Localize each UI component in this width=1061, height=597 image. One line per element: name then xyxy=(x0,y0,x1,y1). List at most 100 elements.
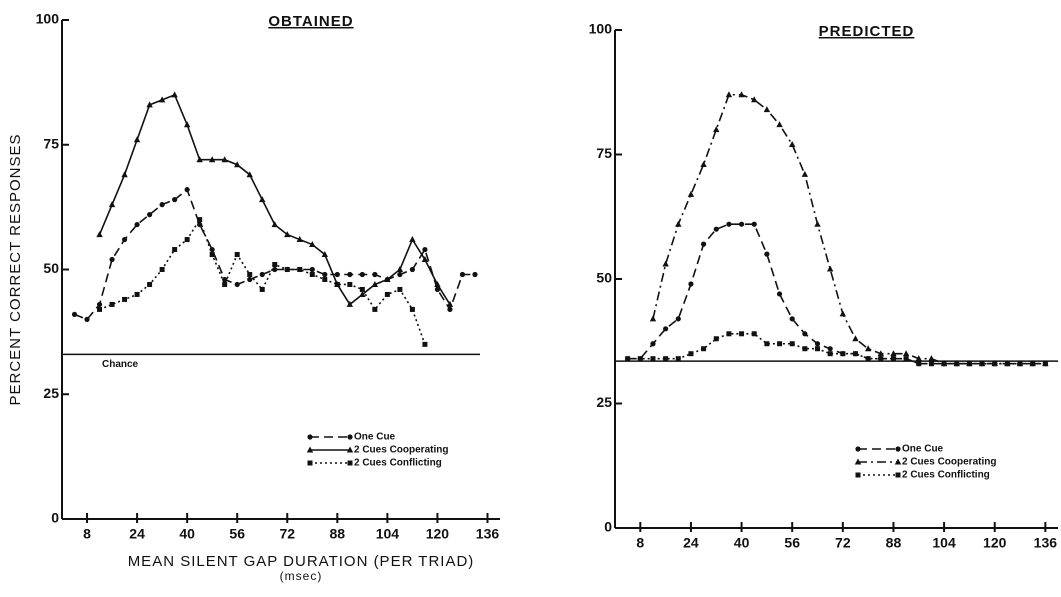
marker xyxy=(146,101,153,108)
y-tick-label: 50 xyxy=(596,270,612,286)
marker xyxy=(347,281,353,287)
x-tick-label: 72 xyxy=(835,535,851,551)
marker xyxy=(183,121,191,128)
marker xyxy=(827,346,833,352)
marker xyxy=(434,286,441,293)
marker xyxy=(259,196,266,203)
marker xyxy=(209,252,215,258)
marker xyxy=(827,351,833,357)
marker xyxy=(840,351,846,357)
x-axis-unit: (msec) xyxy=(280,569,323,583)
marker xyxy=(928,361,934,367)
marker xyxy=(663,326,669,332)
marker xyxy=(334,271,340,278)
marker xyxy=(855,446,861,452)
x-tick-label: 120 xyxy=(983,535,1007,551)
marker xyxy=(307,460,313,466)
marker xyxy=(675,220,682,227)
marker xyxy=(713,126,720,133)
y-tick-label: 100 xyxy=(589,21,613,37)
marker xyxy=(159,202,165,208)
marker xyxy=(855,472,861,478)
marker xyxy=(306,446,314,453)
marker xyxy=(434,280,441,287)
marker xyxy=(700,160,707,167)
marker xyxy=(421,256,429,263)
marker xyxy=(902,350,910,357)
marker xyxy=(777,341,783,347)
marker xyxy=(688,281,694,287)
marker xyxy=(284,267,290,272)
marker xyxy=(637,356,643,362)
marker xyxy=(359,286,365,292)
marker xyxy=(894,458,902,465)
series-line xyxy=(652,93,1046,365)
marker xyxy=(121,171,128,178)
marker xyxy=(1030,361,1036,367)
legend-label: One Cue xyxy=(902,444,944,455)
marker xyxy=(159,267,165,272)
marker xyxy=(801,170,809,177)
y-tick-label: 100 xyxy=(36,11,60,27)
marker xyxy=(384,275,391,282)
marker xyxy=(675,316,681,322)
marker xyxy=(346,446,354,453)
marker xyxy=(397,271,403,278)
marker xyxy=(751,331,757,337)
series-line xyxy=(98,93,451,306)
marker xyxy=(890,356,896,362)
marker xyxy=(172,247,178,253)
marker xyxy=(359,271,365,278)
marker xyxy=(322,271,328,278)
marker xyxy=(701,346,707,352)
marker xyxy=(184,237,190,243)
x-tick-label: 40 xyxy=(179,526,195,542)
y-tick-label: 75 xyxy=(596,145,612,161)
marker xyxy=(234,252,240,258)
marker xyxy=(739,331,745,337)
x-axis-label: MEAN SILENT GAP DURATION (PER TRIAD) xyxy=(128,553,475,570)
marker xyxy=(725,91,733,98)
x-tick-label: 56 xyxy=(229,526,245,542)
marker xyxy=(895,446,901,452)
marker xyxy=(852,351,858,357)
marker xyxy=(663,356,669,362)
marker xyxy=(675,356,681,362)
marker xyxy=(347,434,353,440)
marker xyxy=(109,256,115,263)
chart-title: OBTAINED xyxy=(268,13,353,30)
marker xyxy=(307,434,313,440)
marker xyxy=(764,341,770,347)
marker xyxy=(916,361,922,367)
marker xyxy=(764,251,770,257)
marker xyxy=(259,286,265,292)
legend-label: 2 Cues Cooperating xyxy=(902,457,996,468)
marker xyxy=(966,361,972,367)
marker xyxy=(895,472,901,478)
legend-label: 2 Cues Cooperating xyxy=(354,445,448,456)
marker xyxy=(372,306,378,312)
marker xyxy=(751,96,758,103)
y-axis-label: PERCENT CORRECT RESPONSES xyxy=(7,134,24,406)
marker xyxy=(878,356,884,362)
marker xyxy=(197,217,203,223)
marker xyxy=(208,156,216,163)
marker xyxy=(134,221,140,228)
marker xyxy=(121,236,128,243)
series-line xyxy=(74,188,475,321)
marker xyxy=(247,276,253,283)
marker xyxy=(259,271,265,278)
marker xyxy=(789,141,796,148)
marker xyxy=(147,281,153,287)
marker xyxy=(941,361,947,367)
marker xyxy=(751,221,757,227)
marker xyxy=(171,91,178,98)
marker xyxy=(713,336,719,342)
marker xyxy=(234,281,240,288)
marker xyxy=(97,306,103,312)
marker xyxy=(346,300,354,307)
y-tick-label: 25 xyxy=(43,385,59,401)
x-tick-label: 56 xyxy=(784,535,800,551)
y-tick-label: 50 xyxy=(43,260,59,276)
